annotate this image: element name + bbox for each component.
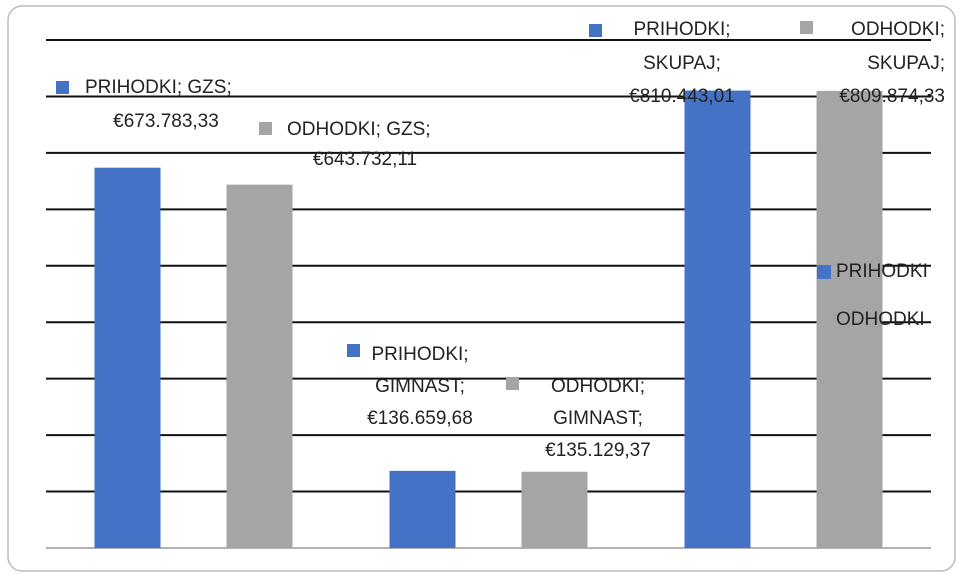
- data-label: GIMNAST;: [553, 408, 643, 429]
- bar: [226, 184, 293, 548]
- data-label-marker: [800, 21, 813, 34]
- data-label: SKUPAJ;: [867, 53, 945, 74]
- data-label: PRIHODKI;: [633, 19, 730, 40]
- data-label: PRIHODKI;: [371, 344, 468, 365]
- data-label-marker: [56, 81, 69, 94]
- data-label: ODHODKI; GZS;: [287, 119, 431, 140]
- data-label-marker: [259, 122, 272, 135]
- data-label: €136.659,68: [367, 408, 473, 429]
- data-label-marker: [347, 344, 360, 357]
- data-label: ODHODKI;: [851, 19, 945, 40]
- data-label: SKUPAJ;: [643, 53, 721, 74]
- bar: [521, 471, 588, 548]
- data-label: €643.732,11: [313, 149, 417, 170]
- data-label-marker: [589, 24, 602, 37]
- data-label: €809.874,33: [839, 86, 945, 107]
- data-label: €810.443,01: [629, 86, 735, 107]
- bar: [684, 90, 751, 549]
- legend-swatch: [817, 265, 831, 279]
- bar: [94, 167, 161, 548]
- data-label-marker: [506, 377, 519, 390]
- bar: [389, 470, 456, 548]
- legend-swatch: [817, 313, 831, 327]
- data-label: GIMNAST;: [375, 376, 465, 397]
- legend-label: PRIHODKI: [836, 261, 928, 282]
- data-label: €673.783,33: [113, 111, 219, 132]
- data-label: €135.129,37: [545, 440, 651, 461]
- data-label: PRIHODKI; GZS;: [85, 77, 232, 98]
- legend-label: ODHODKI: [836, 309, 925, 330]
- data-label: ODHODKI;: [551, 376, 645, 397]
